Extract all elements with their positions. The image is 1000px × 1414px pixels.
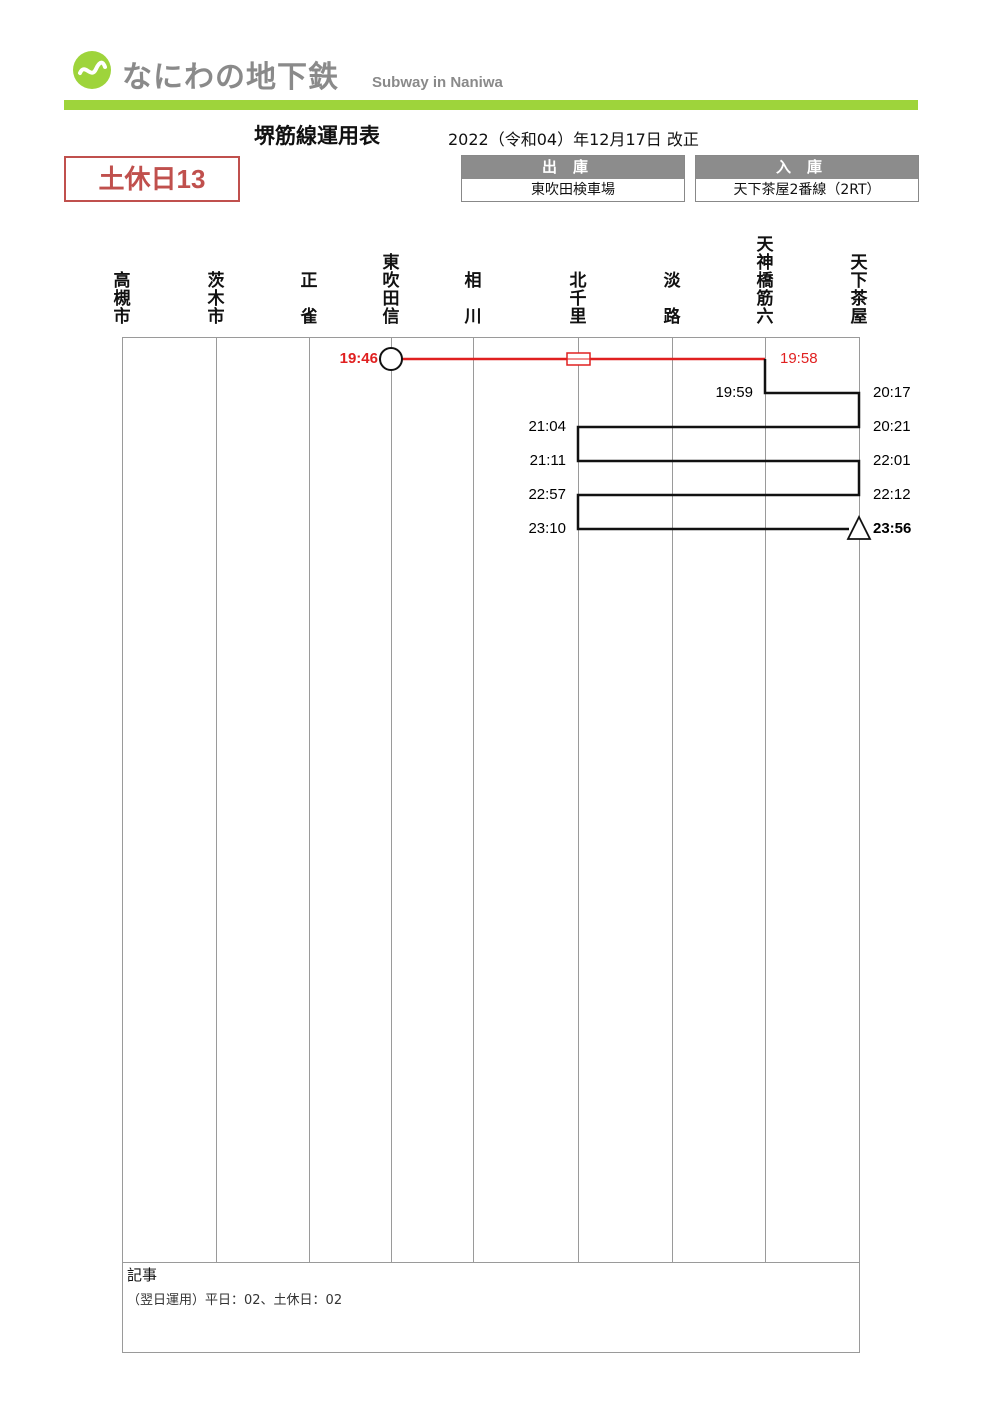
- time-label: 23:56: [873, 520, 911, 537]
- time-label: 19:46: [340, 350, 378, 367]
- station-char: 高: [113, 271, 131, 291]
- station-label: 正 雀: [296, 200, 322, 326]
- station-char: 槻: [113, 289, 131, 309]
- time-label: 22:01: [873, 452, 911, 469]
- revision-date: 2022（令和04）年12月17日 改正: [448, 130, 699, 149]
- time-label: 19:59: [715, 384, 753, 401]
- station-label: 相 川: [460, 200, 486, 326]
- station-char: 相: [464, 271, 482, 291]
- time-label: 20:21: [873, 418, 911, 435]
- station-char: 吹: [382, 271, 400, 291]
- depot-out-label: 出庫: [462, 156, 684, 179]
- diagram-frame: [122, 337, 860, 1353]
- station-char: 天: [756, 235, 774, 255]
- station-char: 東: [382, 253, 400, 273]
- station-label: 淡 路: [659, 200, 685, 326]
- station-label: 天下茶屋: [846, 200, 872, 326]
- station-label: 北千里: [565, 200, 591, 326]
- depot-in-value: 天下茶屋2番線（2RT）: [733, 182, 881, 198]
- time-label: 20:17: [873, 384, 911, 401]
- station-char: 田: [382, 289, 400, 309]
- station-char: 六: [756, 307, 774, 327]
- header-divider: [64, 100, 918, 110]
- station-char: 北: [569, 271, 587, 291]
- depot-in-box: 入庫 天下茶屋2番線（2RT）: [695, 155, 919, 202]
- notes-text: （翌日運用）平日：02、土休日：02: [127, 1293, 343, 1308]
- station-char: 屋: [850, 307, 868, 327]
- station-char: 雀: [300, 307, 318, 327]
- operation-number-badge: 土休日13: [64, 156, 240, 202]
- page-title: 堺筋線運用表: [254, 124, 380, 148]
- depot-out-value: 東吹田検車場: [531, 182, 615, 198]
- depot-out-box: 出庫 東吹田検車場: [461, 155, 685, 202]
- depot-out-circle-icon: [379, 347, 403, 371]
- station-char: 川: [464, 307, 482, 327]
- station-char: 茶: [850, 289, 868, 309]
- station-char: 正: [300, 271, 318, 291]
- depot-in-triangle-icon: [846, 514, 872, 540]
- station-char: 里: [569, 307, 587, 327]
- station-char: 天: [850, 253, 868, 273]
- depot-in-label: 入庫: [696, 156, 918, 179]
- time-label: 19:58: [780, 350, 818, 367]
- station-label: 茨木市: [203, 200, 229, 326]
- time-label: 21:11: [530, 452, 566, 469]
- station-char: 茨: [207, 271, 225, 291]
- station-char: 市: [207, 307, 225, 327]
- station-char: 路: [663, 307, 681, 327]
- station-char: 市: [113, 307, 131, 327]
- station-char: 橋: [756, 271, 774, 291]
- station-label: 天神橋筋六: [752, 200, 778, 326]
- notes-title: 記事: [127, 1266, 158, 1284]
- station-char: 信: [382, 307, 400, 327]
- time-label: 22:57: [528, 486, 566, 503]
- revenue-run-line: [576, 359, 861, 531]
- logo-name: なにわの地下鉄: [122, 60, 339, 95]
- time-label: 22:12: [873, 486, 911, 503]
- station-char: 千: [569, 289, 587, 309]
- station-char: 淡: [663, 271, 681, 291]
- station-char: 神: [756, 253, 774, 273]
- tilde-circle-logo-icon: [73, 51, 111, 89]
- station-char: 下: [850, 271, 868, 291]
- station-label: 高槻市: [109, 200, 135, 326]
- station-char: 筋: [756, 289, 774, 309]
- logo-subtitle: Subway in Naniwa: [372, 74, 503, 91]
- time-label: 21:04: [528, 418, 566, 435]
- station-char: 木: [207, 289, 225, 309]
- station-label: 東吹田信: [378, 200, 404, 326]
- time-label: 23:10: [528, 520, 566, 537]
